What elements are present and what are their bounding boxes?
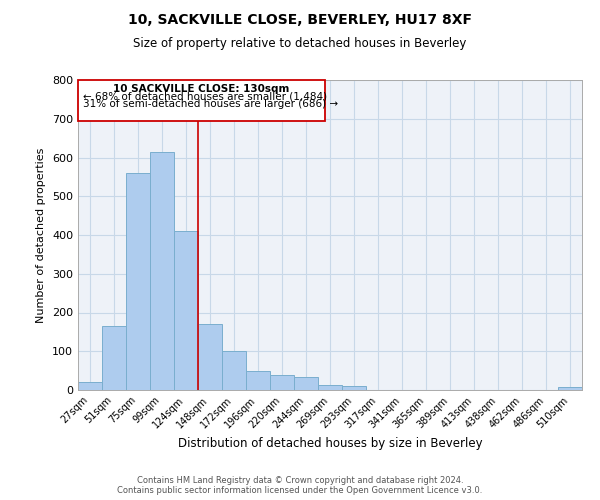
Y-axis label: Number of detached properties: Number of detached properties bbox=[37, 148, 46, 322]
Bar bbox=[126, 173, 150, 390]
Text: ← 68% of detached houses are smaller (1,484): ← 68% of detached houses are smaller (1,… bbox=[83, 92, 327, 102]
Text: 10 SACKVILLE CLOSE: 130sqm: 10 SACKVILLE CLOSE: 130sqm bbox=[113, 84, 290, 94]
Bar bbox=[78, 382, 102, 390]
Bar bbox=[318, 386, 342, 390]
Bar bbox=[294, 377, 318, 390]
Bar bbox=[198, 324, 222, 390]
Bar bbox=[174, 231, 198, 390]
Bar bbox=[246, 370, 270, 390]
X-axis label: Distribution of detached houses by size in Beverley: Distribution of detached houses by size … bbox=[178, 436, 482, 450]
Text: 31% of semi-detached houses are larger (686) →: 31% of semi-detached houses are larger (… bbox=[83, 100, 338, 110]
Bar bbox=[342, 386, 366, 390]
Bar bbox=[102, 326, 126, 390]
Bar bbox=[558, 387, 582, 390]
Bar bbox=[270, 374, 294, 390]
Bar bbox=[222, 351, 246, 390]
Text: Size of property relative to detached houses in Beverley: Size of property relative to detached ho… bbox=[133, 38, 467, 51]
Text: Contains HM Land Registry data © Crown copyright and database right 2024.
Contai: Contains HM Land Registry data © Crown c… bbox=[118, 476, 482, 495]
Bar bbox=[150, 152, 174, 390]
FancyBboxPatch shape bbox=[78, 80, 325, 122]
Text: 10, SACKVILLE CLOSE, BEVERLEY, HU17 8XF: 10, SACKVILLE CLOSE, BEVERLEY, HU17 8XF bbox=[128, 12, 472, 26]
